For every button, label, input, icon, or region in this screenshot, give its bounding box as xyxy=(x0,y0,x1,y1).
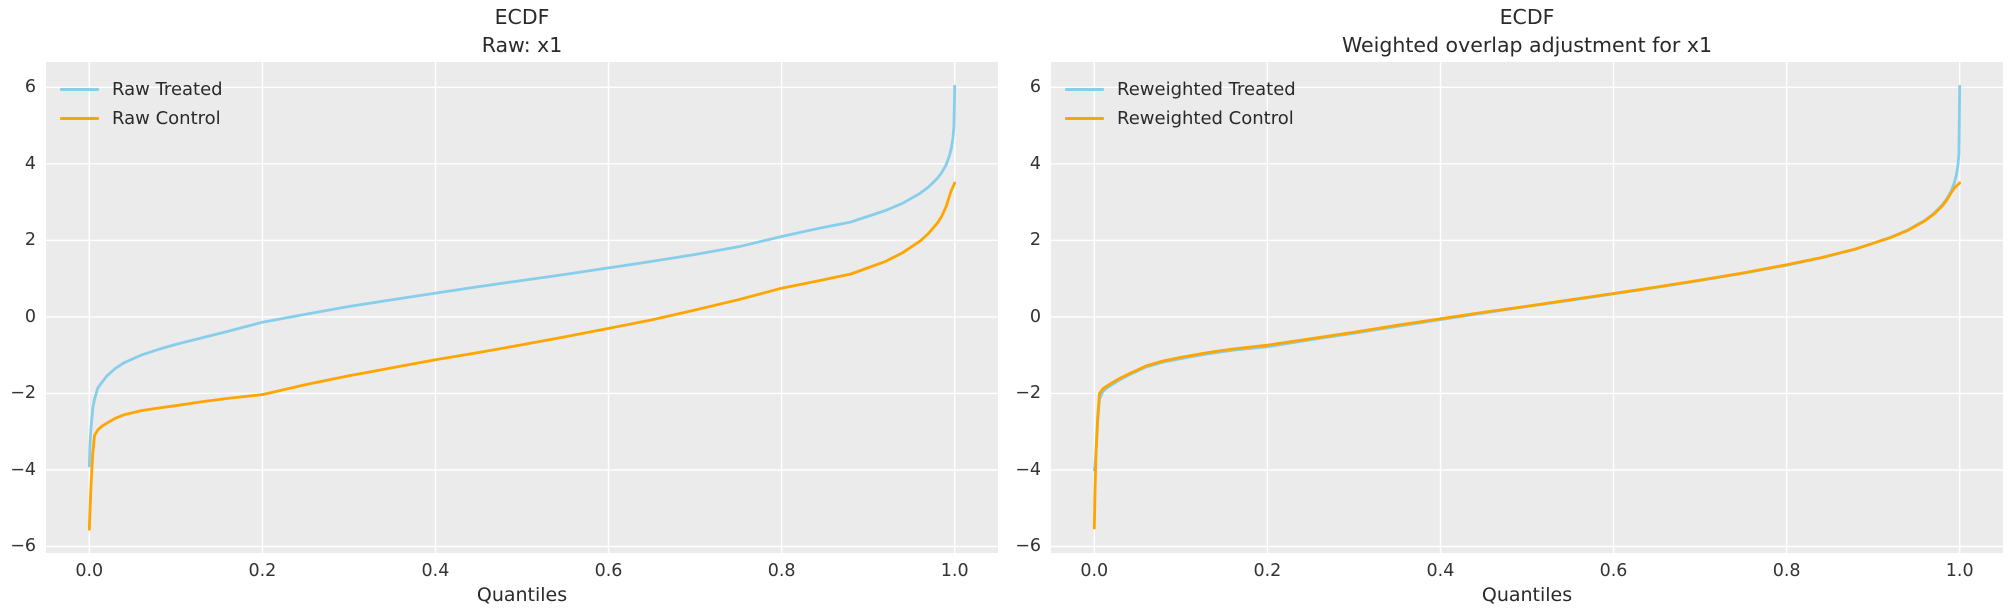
legend-label: Reweighted Control xyxy=(1117,108,1294,129)
x-tick-label: 0.6 xyxy=(1599,561,1628,581)
y-tick-label: 0 xyxy=(24,306,36,327)
x-tick-label: 0.0 xyxy=(75,561,104,581)
y-tick-label: 4 xyxy=(24,153,36,174)
x-tick-label: 0.8 xyxy=(767,561,796,581)
reweighted-treated-line xyxy=(1092,84,1962,472)
y-tick-label: 6 xyxy=(1029,77,1041,98)
y-tick-label: −6 xyxy=(10,536,36,557)
y-tick-label: 6 xyxy=(24,77,36,98)
x-tick-label: 1.0 xyxy=(940,561,969,581)
legend-label: Reweighted Treated xyxy=(1117,79,1296,100)
raw-control-line xyxy=(87,181,957,531)
chart-title-line1: ECDF xyxy=(1499,5,1555,29)
plot-area xyxy=(1051,62,2003,553)
y-tick-label: −2 xyxy=(1015,383,1041,404)
y-tick-label: 2 xyxy=(1029,230,1041,251)
x-axis-label: Quantiles xyxy=(476,584,568,606)
x-tick-label: 0.2 xyxy=(248,561,277,581)
plot-canvas xyxy=(46,62,998,553)
legend-item-reweighted-control: Reweighted Control xyxy=(1065,104,1296,133)
plot-area xyxy=(46,62,998,553)
legend-item-reweighted-treated: Reweighted Treated xyxy=(1065,75,1296,104)
y-tick-label: −2 xyxy=(10,383,36,404)
reweighted-control-line xyxy=(1092,181,1962,530)
y-tick-label: −4 xyxy=(10,459,36,480)
x-tick-label: 0.0 xyxy=(1080,561,1109,581)
y-tick-label: 2 xyxy=(24,230,36,251)
chart-title-line2: Weighted overlap adjustment for x1 xyxy=(1341,33,1713,57)
chart-title-line2: Raw: x1 xyxy=(481,33,563,57)
y-tick-label: 0 xyxy=(1029,306,1041,327)
chart-title: ECDF Weighted overlap adjustment for x1 xyxy=(1051,3,2003,59)
legend-label: Raw Control xyxy=(112,108,221,129)
x-tick-label: 0.8 xyxy=(1772,561,1801,581)
raw-treated-line xyxy=(87,84,957,468)
legend-item-raw-control: Raw Control xyxy=(60,104,223,133)
x-tick-label: 0.6 xyxy=(594,561,623,581)
x-axis-label: Quantiles xyxy=(1481,584,1573,606)
plot-canvas xyxy=(1051,62,2003,553)
x-tick-label: 0.2 xyxy=(1253,561,1282,581)
legend: Raw Treated Raw Control xyxy=(60,75,223,133)
control-line-swatch xyxy=(1065,117,1104,120)
y-tick-label: −6 xyxy=(1015,536,1041,557)
y-tick-label: −4 xyxy=(1015,459,1041,480)
x-tick-label: 1.0 xyxy=(1945,561,1974,581)
ecdf-weighted-chart: ECDF Weighted overlap adjustment for x1 … xyxy=(1015,5,2003,606)
legend-item-raw-treated: Raw Treated xyxy=(60,75,223,104)
treated-line-swatch xyxy=(60,88,99,91)
legend-label: Raw Treated xyxy=(112,79,223,100)
chart-title-line1: ECDF xyxy=(494,5,550,29)
legend: Reweighted Treated Reweighted Control xyxy=(1065,75,1296,133)
chart-title: ECDF Raw: x1 xyxy=(46,3,998,59)
control-line-swatch xyxy=(60,117,99,120)
treated-line-swatch xyxy=(1065,88,1104,91)
y-tick-label: 4 xyxy=(1029,153,1041,174)
x-tick-label: 0.4 xyxy=(1426,561,1455,581)
ecdf-raw-chart: ECDF Raw: x1 Raw Treated Raw Control 6 4 2… xyxy=(10,5,998,606)
x-tick-label: 0.4 xyxy=(421,561,450,581)
